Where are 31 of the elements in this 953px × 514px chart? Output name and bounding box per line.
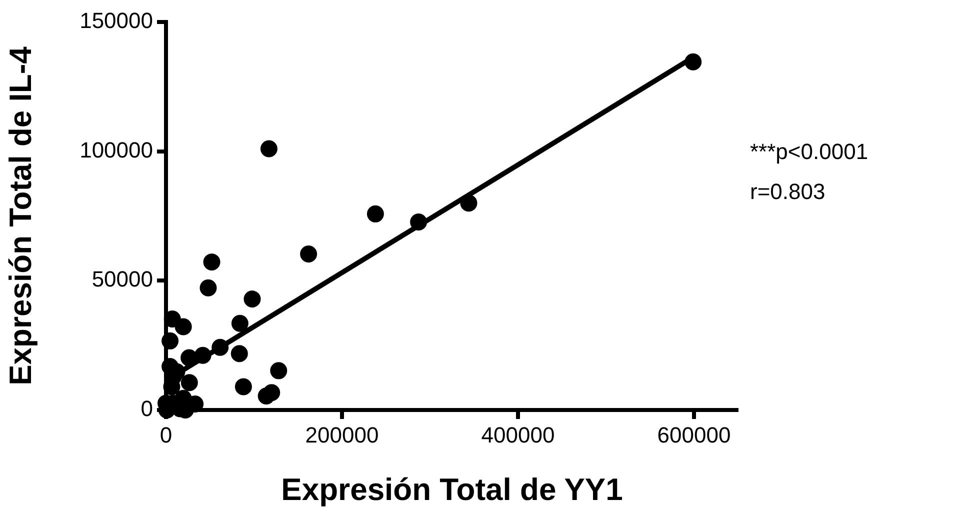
point — [203, 254, 220, 271]
point — [684, 53, 702, 70]
text: r=0.803 — [750, 179, 826, 204]
y-tick-label: 150000 — [80, 8, 153, 34]
point — [200, 279, 217, 296]
point — [460, 194, 478, 212]
point — [270, 362, 288, 380]
point — [244, 290, 261, 308]
point — [230, 345, 248, 362]
x-tick-label: 0 — [160, 422, 172, 448]
x-tick-label: 600000 — [657, 422, 731, 448]
point — [231, 314, 248, 332]
text: ***p<0.0001 — [750, 139, 868, 164]
x-tick-label: 400000 — [481, 422, 555, 448]
point — [300, 246, 318, 263]
point — [366, 205, 384, 222]
point — [162, 332, 179, 350]
y-tick-label: 0 — [140, 396, 153, 422]
x-tick-label: 200000 — [305, 422, 379, 448]
x-axis-title: Expresión Total de YY1 — [281, 472, 623, 507]
y-axis-title: Expresión Total de IL-4 — [3, 46, 38, 386]
point — [258, 388, 275, 405]
y-tick-label: 100000 — [80, 137, 153, 162]
point — [180, 374, 198, 392]
point — [260, 140, 278, 158]
point — [174, 318, 192, 336]
point — [234, 378, 252, 396]
y-tick-label: 50000 — [92, 266, 153, 292]
point — [212, 338, 229, 356]
point — [194, 346, 212, 364]
point — [410, 213, 428, 230]
